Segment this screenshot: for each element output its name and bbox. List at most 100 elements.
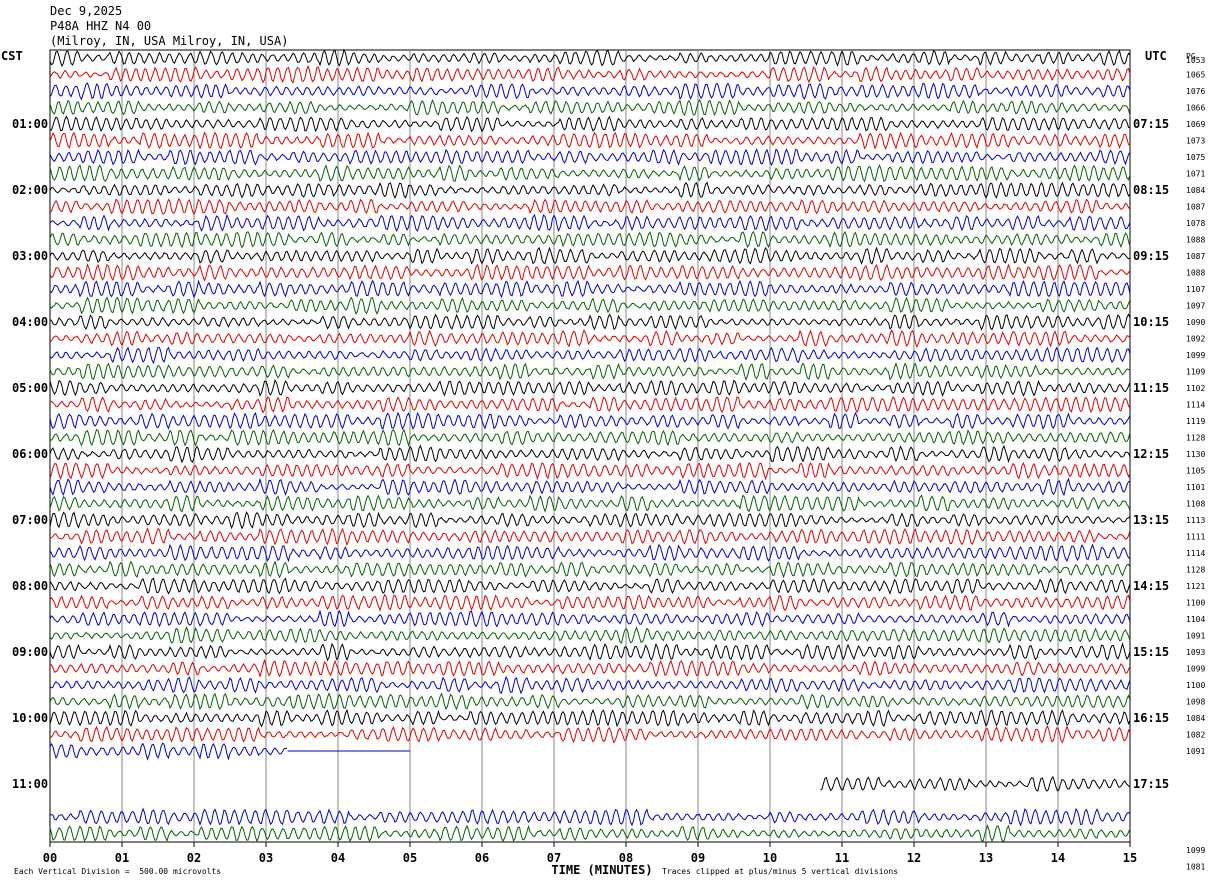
trace-value: 1091 — [1186, 747, 1205, 756]
trace-value: 1100 — [1186, 681, 1205, 690]
trace-value: 1087 — [1186, 203, 1205, 212]
trace-value: 1099 — [1186, 846, 1205, 855]
trace-value: 1130 — [1186, 450, 1205, 459]
trace-value: 1128 — [1186, 566, 1205, 575]
trace-line — [49, 807, 1131, 827]
clip-note: Traces clipped at plus/minus 5 vertical … — [662, 867, 899, 876]
trace-value: 1100 — [1186, 599, 1205, 608]
trace-value: 1069 — [1186, 120, 1205, 129]
x-tick-label: 03 — [259, 851, 273, 865]
right-hour-label: 08:15 — [1133, 183, 1169, 197]
trace-line — [49, 477, 1131, 497]
x-tick-label: 01 — [115, 851, 129, 865]
trace-line — [49, 379, 1131, 397]
trace-line — [49, 164, 1131, 183]
trace-line — [49, 494, 1131, 513]
trace-value: 1114 — [1186, 549, 1205, 558]
trace-line — [49, 197, 1131, 216]
x-tick-label: 02 — [187, 851, 201, 865]
header-date: Dec 9,2025 — [50, 4, 123, 18]
trace-line — [49, 246, 1131, 265]
trace-value: 1099 — [1186, 351, 1205, 360]
trace-value: 1121 — [1186, 582, 1205, 591]
trace-line — [49, 115, 1131, 133]
scale-note: Each Vertical Division = 500.00 microvol… — [14, 867, 222, 876]
right-hour-label: 16:15 — [1133, 711, 1169, 725]
left-hour-label: 03:00 — [12, 249, 48, 263]
trace-line — [49, 396, 1131, 414]
trace-value: 1053 — [1186, 56, 1205, 65]
trace-value: 1087 — [1186, 252, 1205, 261]
trace-line — [49, 428, 1131, 448]
trace-value: 1113 — [1186, 516, 1205, 525]
trace-line — [49, 511, 1131, 530]
trace-value: 1101 — [1186, 483, 1205, 492]
trace-value: 1071 — [1186, 170, 1205, 179]
trace-value: 1119 — [1186, 417, 1205, 426]
left-hour-label: 06:00 — [12, 447, 48, 461]
trace-value: 1111 — [1186, 533, 1205, 542]
trace-line — [49, 329, 1131, 348]
x-tick-label: 11 — [835, 851, 849, 865]
trace-value: 1088 — [1186, 269, 1205, 278]
right-col-label: PG — [1186, 52, 1196, 61]
trace-line — [49, 346, 1131, 365]
trace-value: 1090 — [1186, 318, 1205, 327]
trace-line — [49, 48, 1131, 68]
trace-value: 1093 — [1186, 648, 1205, 657]
right-hour-label: 17:15 — [1133, 777, 1169, 791]
right-hour-label: 09:15 — [1133, 249, 1169, 263]
trace-line — [49, 626, 1131, 644]
trace-value: 1065 — [1186, 71, 1205, 80]
left-hour-label: 01:00 — [12, 117, 48, 131]
trace-line — [49, 560, 1131, 579]
trace-value: 1098 — [1186, 698, 1205, 707]
trace-value: 1102 — [1186, 384, 1205, 393]
x-tick-label: 12 — [907, 851, 921, 865]
left-hour-label: 05:00 — [12, 381, 48, 395]
header-location: (Milroy, IN, USA Milroy, IN, USA) — [50, 34, 289, 48]
trace-value: 1091 — [1186, 632, 1205, 641]
trace-line — [49, 296, 1131, 316]
trace-line — [49, 543, 1131, 563]
right-hour-label: 14:15 — [1133, 579, 1169, 593]
trace-value: 1082 — [1186, 731, 1205, 740]
x-tick-label: 13 — [979, 851, 993, 865]
x-tick-label: 06 — [475, 851, 489, 865]
trace-line — [49, 577, 1131, 595]
trace-value: 1084 — [1186, 714, 1205, 723]
trace-value: 1066 — [1186, 104, 1205, 113]
trace-value: 1092 — [1186, 335, 1205, 344]
trace-line — [49, 461, 1131, 481]
right-hour-label: 07:15 — [1133, 117, 1169, 131]
x-tick-label: 00 — [43, 851, 57, 865]
trace-line — [49, 181, 1131, 200]
trace-value: 1128 — [1186, 434, 1205, 443]
plot-frame — [49, 49, 1131, 843]
trace-value: 1073 — [1186, 137, 1205, 146]
left-hour-label: 02:00 — [12, 183, 48, 197]
trace-value: 1075 — [1186, 153, 1205, 162]
trace-value: 1078 — [1186, 219, 1205, 228]
right-hour-label: 11:15 — [1133, 381, 1169, 395]
trace-value: 1109 — [1186, 368, 1205, 377]
trace-line — [49, 361, 1131, 382]
right-hour-label: 12:15 — [1133, 447, 1169, 461]
trace-line — [49, 527, 1131, 546]
x-tick-label: 04 — [331, 851, 345, 865]
left-hour-label: 07:00 — [12, 513, 48, 527]
trace-line — [49, 131, 1131, 150]
trace-line — [49, 658, 1131, 678]
trace-value: 1108 — [1186, 500, 1205, 509]
trace-value: 1084 — [1186, 186, 1205, 195]
trace-line — [49, 411, 1131, 431]
trace-value: 1114 — [1186, 401, 1205, 410]
header-station: P48A HHZ N4 00 — [50, 19, 152, 33]
trace-line — [49, 708, 1131, 728]
left-hour-label: 09:00 — [12, 645, 48, 659]
trace-line — [49, 64, 1131, 84]
trace-line — [49, 98, 1131, 117]
left-hour-label: 10:00 — [12, 711, 48, 725]
trace-line — [49, 609, 1131, 628]
